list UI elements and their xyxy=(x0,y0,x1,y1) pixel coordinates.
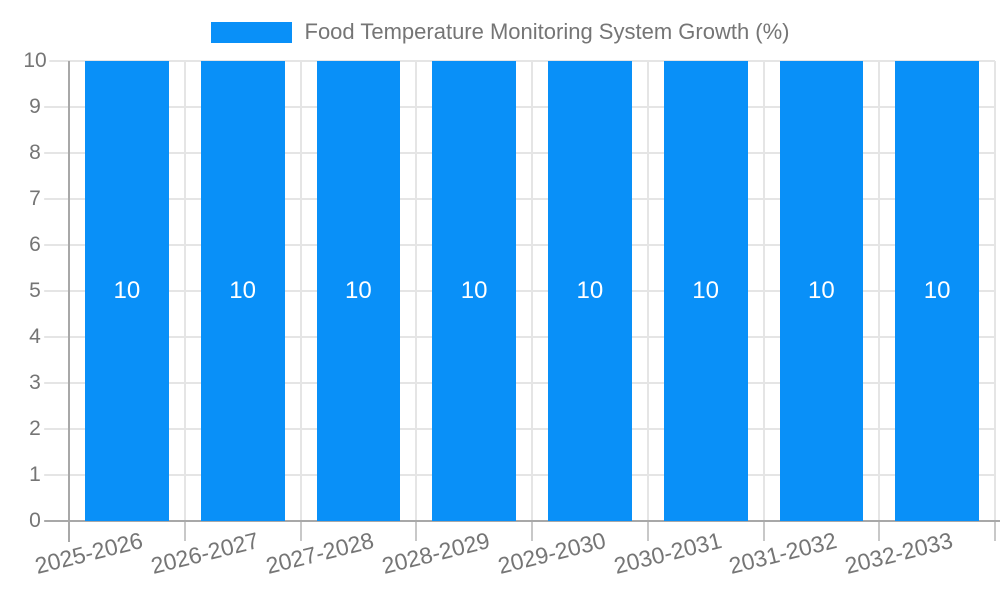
y-gridline xyxy=(44,336,995,338)
x-axis-tick xyxy=(415,521,418,541)
y-axis-tick-label: 10 xyxy=(20,49,50,73)
x-axis-tick xyxy=(531,521,533,541)
x-axis-line xyxy=(44,520,1000,522)
x-axis-tick xyxy=(183,521,186,541)
bar[interactable]: 10 xyxy=(663,61,748,521)
x-gridline xyxy=(994,61,996,521)
y-gridline xyxy=(44,474,995,476)
x-gridline xyxy=(415,61,418,521)
y-axis-line xyxy=(68,61,70,542)
y-axis-tick-label: 0 xyxy=(26,509,44,533)
y-gridline xyxy=(44,244,995,246)
x-gridline xyxy=(183,61,186,521)
y-axis-tick-label: 5 xyxy=(26,279,44,303)
bar-value-label: 10 xyxy=(692,277,719,304)
x-axis-tick xyxy=(646,521,649,541)
y-gridline xyxy=(44,198,995,200)
bar-value-label: 10 xyxy=(460,277,488,304)
bar-value-label: 10 xyxy=(808,277,835,304)
bar[interactable]: 10 xyxy=(432,61,516,521)
x-gridline xyxy=(646,61,649,521)
x-axis-tick xyxy=(299,521,302,541)
y-axis-tick-label: 6 xyxy=(26,233,44,257)
bar[interactable]: 10 xyxy=(548,61,632,521)
y-gridline xyxy=(44,382,995,384)
bar[interactable]: 10 xyxy=(895,61,979,521)
y-axis-tick-label: 9 xyxy=(26,95,44,119)
x-gridline xyxy=(762,61,765,521)
y-gridline xyxy=(44,290,995,292)
legend-label: Food Temperature Monitoring System Growt… xyxy=(304,19,790,44)
y-axis-tick-label: 2 xyxy=(26,417,44,441)
legend-swatch xyxy=(210,21,292,43)
y-gridline xyxy=(44,60,995,62)
bar[interactable]: 10 xyxy=(200,61,285,521)
x-axis-tick xyxy=(994,521,996,541)
y-axis-tick-label: 4 xyxy=(26,325,44,349)
x-gridline xyxy=(878,61,881,521)
y-gridline xyxy=(44,152,995,154)
y-gridline xyxy=(44,106,995,108)
bar[interactable]: 10 xyxy=(779,61,864,521)
y-axis-tick-label: 7 xyxy=(26,187,44,211)
y-gridline xyxy=(44,428,995,430)
bar[interactable]: 10 xyxy=(85,61,169,521)
y-axis-tick-label: 8 xyxy=(26,141,44,165)
bar-value-label: 10 xyxy=(345,277,372,304)
x-axis-tick xyxy=(878,521,881,541)
bar-value-label: 10 xyxy=(923,277,951,304)
x-gridline xyxy=(531,61,533,521)
x-gridline xyxy=(299,61,302,521)
y-axis-tick-label: 1 xyxy=(26,463,44,487)
y-axis-tick-label: 3 xyxy=(26,371,44,395)
legend[interactable]: Food Temperature Monitoring System Growt… xyxy=(0,19,1000,45)
bar-value-label: 10 xyxy=(113,277,141,304)
bar-value-label: 10 xyxy=(229,277,256,304)
x-axis-tick xyxy=(762,521,765,541)
bar[interactable]: 10 xyxy=(316,61,401,521)
bar-value-label: 10 xyxy=(576,277,604,304)
